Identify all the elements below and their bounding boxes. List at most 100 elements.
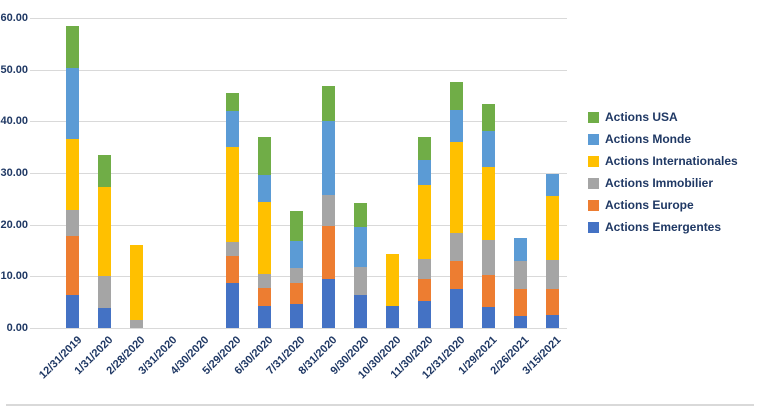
legend-label: Actions Internationales bbox=[605, 154, 738, 168]
bar-segment-actions-monde bbox=[513, 237, 527, 261]
bar-segment-actions-emergentes bbox=[289, 304, 303, 328]
bar-segment-actions-emergentes bbox=[385, 305, 399, 328]
bar-segment-actions-immobilier bbox=[97, 276, 111, 309]
bar-segment-actions-immobilier bbox=[129, 319, 143, 328]
y-axis: 0.00 10.00 20.00 30.00 40.00 50.00 60.00 bbox=[0, 0, 28, 340]
legend-item-actions-europe: Actions Europe bbox=[588, 194, 738, 216]
legend-label: Actions Europe bbox=[605, 198, 694, 212]
bar-1/31/2020 bbox=[97, 154, 111, 328]
gridline bbox=[30, 69, 567, 71]
bar-10/30/2020 bbox=[385, 253, 399, 328]
bar-segment-actions-usa bbox=[97, 154, 111, 187]
bar-segment-actions-europe bbox=[289, 283, 303, 305]
legend-label: Actions USA bbox=[605, 110, 678, 124]
bar-segment-actions-usa bbox=[417, 137, 431, 160]
legend-item-actions-monde: Actions Monde bbox=[588, 128, 738, 150]
bar-5/29/2020 bbox=[225, 92, 239, 328]
bar-segment-actions-monde bbox=[353, 226, 367, 268]
bar-8/31/2020 bbox=[321, 86, 335, 328]
legend: Actions USA Actions Monde Actions Internat… bbox=[588, 106, 738, 238]
bar-segment-actions-usa bbox=[257, 136, 271, 175]
legend-swatch-icon bbox=[588, 177, 599, 189]
bar-segment-actions-internationales bbox=[449, 142, 463, 234]
gridline bbox=[30, 121, 567, 123]
bar-segment-actions-usa bbox=[481, 103, 495, 131]
bar-segment-actions-internationales bbox=[545, 195, 559, 261]
plot-area bbox=[30, 18, 567, 329]
legend-swatch-icon bbox=[588, 155, 599, 167]
bar-segment-actions-internationales bbox=[385, 253, 399, 306]
y-axis-tick-label: 50.00 bbox=[0, 63, 28, 76]
bar-segment-actions-immobilier bbox=[257, 274, 271, 289]
bar-segment-actions-immobilier bbox=[481, 240, 495, 276]
gridline bbox=[30, 173, 567, 174]
bar-segment-actions-europe bbox=[321, 226, 335, 279]
bar-segment-actions-europe bbox=[545, 288, 559, 316]
bar-segment-actions-immobilier bbox=[225, 241, 239, 257]
bar-segment-actions-immobilier bbox=[321, 195, 335, 227]
legend-swatch-icon bbox=[588, 199, 599, 211]
bar-segment-actions-emergentes bbox=[417, 300, 431, 328]
bar-segment-actions-internationales bbox=[481, 167, 495, 241]
bar-segment-actions-immobilier bbox=[545, 260, 559, 289]
y-axis-tick-label: 60.00 bbox=[0, 12, 28, 24]
bar-segment-actions-internationales bbox=[257, 202, 271, 275]
bar-segment-actions-monde bbox=[289, 241, 303, 269]
legend-item-actions-immobilier: Actions Immobilier bbox=[588, 172, 738, 194]
bar-segment-actions-immobilier bbox=[66, 209, 79, 237]
bar-segment-actions-emergentes bbox=[257, 305, 271, 328]
bar-segment-actions-internationales bbox=[66, 139, 79, 210]
legend-swatch-icon bbox=[588, 221, 599, 233]
bar-segment-actions-emergentes bbox=[97, 308, 111, 328]
bar-segment-actions-usa bbox=[66, 25, 79, 69]
bar-segment-actions-monde bbox=[481, 130, 495, 168]
bar-segment-actions-immobilier bbox=[353, 267, 367, 295]
bar-segment-actions-europe bbox=[225, 256, 239, 283]
bar-segment-actions-emergentes bbox=[513, 316, 527, 328]
bar-segment-actions-immobilier bbox=[513, 260, 527, 289]
bar-segment-actions-europe bbox=[417, 278, 431, 301]
bar-segment-actions-monde bbox=[545, 174, 559, 196]
bar-6/30/2020 bbox=[257, 136, 271, 328]
bar-segment-actions-emergentes bbox=[481, 307, 495, 328]
bar-segment-actions-internationales bbox=[129, 244, 143, 320]
bar-segment-actions-usa bbox=[321, 86, 335, 121]
y-axis-tick-label: 40.00 bbox=[0, 115, 28, 128]
bar-segment-actions-immobilier bbox=[289, 268, 303, 284]
legend-label: Actions Immobilier bbox=[605, 176, 714, 190]
bar-7/31/2020 bbox=[289, 211, 303, 328]
bar-segment-actions-emergentes bbox=[321, 278, 335, 328]
bar-9/30/2020 bbox=[353, 202, 367, 328]
bar-1/29/2021 bbox=[481, 103, 495, 328]
bottom-divider bbox=[6, 404, 754, 406]
legend-swatch-icon bbox=[588, 111, 599, 123]
bar-3/15/2021 bbox=[545, 174, 559, 328]
legend-item-actions-usa: Actions USA bbox=[588, 106, 738, 128]
y-axis-tick-label: 10.00 bbox=[0, 270, 28, 283]
bar-12/31/2020 bbox=[449, 81, 463, 328]
bar-segment-actions-internationales bbox=[417, 184, 431, 260]
bar-segment-actions-immobilier bbox=[417, 259, 431, 279]
bar-2/28/2020 bbox=[129, 244, 143, 328]
y-axis-tick-label: 0.00 bbox=[6, 322, 28, 334]
bar-segment-actions-usa bbox=[225, 92, 239, 111]
y-axis-tick-label: 20.00 bbox=[0, 218, 28, 231]
bar-2/26/2021 bbox=[513, 237, 527, 328]
legend-item-actions-internationales: Actions Internationales bbox=[588, 150, 738, 172]
bar-segment-actions-usa bbox=[289, 211, 303, 242]
gridline bbox=[30, 18, 567, 19]
legend-label: Actions Monde bbox=[605, 132, 691, 146]
bar-segment-actions-europe bbox=[66, 236, 79, 295]
y-axis-tick-label: 30.00 bbox=[0, 167, 28, 179]
bar-11/30/2020 bbox=[417, 137, 431, 328]
bar-segment-actions-monde bbox=[257, 174, 271, 203]
bar-segment-actions-monde bbox=[417, 159, 431, 185]
gridline bbox=[30, 328, 567, 329]
bar-segment-actions-europe bbox=[513, 288, 527, 317]
x-axis: 12/31/2019 1/31/2020 2/28/2020 3/31/2020 4/3… bbox=[0, 330, 600, 400]
legend-swatch-icon bbox=[588, 133, 599, 145]
bar-segment-actions-monde bbox=[225, 110, 239, 148]
bar-segment-actions-internationales bbox=[225, 147, 239, 242]
legend-label: Actions Emergentes bbox=[605, 220, 722, 234]
